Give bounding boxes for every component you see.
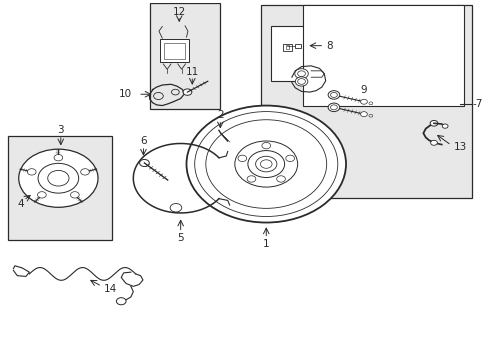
Circle shape — [116, 298, 126, 305]
Bar — [302, 5, 464, 105]
Bar — [8, 136, 111, 240]
Text: 14: 14 — [103, 284, 116, 294]
Circle shape — [183, 89, 191, 95]
Bar — [261, 5, 471, 198]
Circle shape — [327, 103, 339, 112]
Bar — [163, 42, 184, 59]
Circle shape — [327, 91, 339, 99]
Text: 2: 2 — [217, 110, 223, 120]
Text: -7: -7 — [471, 99, 482, 109]
Circle shape — [19, 149, 98, 207]
Circle shape — [441, 124, 447, 128]
Bar — [295, 44, 301, 48]
Circle shape — [360, 112, 366, 117]
Text: 8: 8 — [326, 41, 333, 51]
Text: 13: 13 — [452, 142, 466, 152]
Text: 12: 12 — [172, 7, 185, 17]
Bar — [270, 26, 350, 81]
Text: 4: 4 — [18, 199, 24, 210]
Text: 11: 11 — [185, 67, 199, 77]
Bar — [160, 39, 188, 62]
Circle shape — [429, 121, 437, 126]
Text: 1: 1 — [263, 239, 269, 249]
Bar — [150, 3, 220, 109]
Text: 9: 9 — [360, 85, 366, 95]
Text: 10: 10 — [119, 89, 132, 99]
Text: 3: 3 — [58, 125, 64, 135]
Text: 5: 5 — [177, 233, 183, 243]
Bar — [283, 44, 291, 51]
Circle shape — [295, 77, 307, 86]
Text: 6: 6 — [140, 136, 146, 146]
Circle shape — [430, 140, 436, 145]
Bar — [285, 45, 289, 49]
Circle shape — [360, 99, 366, 104]
Circle shape — [139, 159, 149, 167]
Circle shape — [294, 69, 308, 78]
Circle shape — [186, 105, 346, 222]
